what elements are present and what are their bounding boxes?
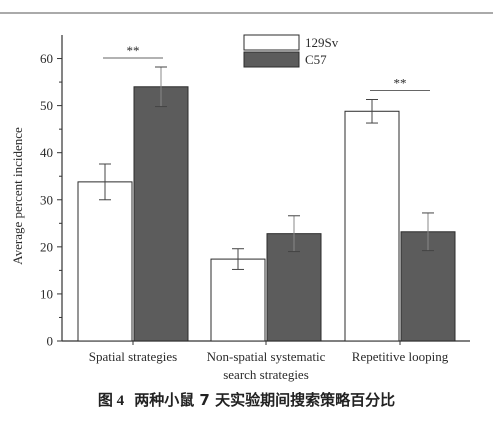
- x-tick-label: search strategies: [223, 367, 309, 382]
- significance-marker: **: [127, 43, 140, 58]
- x-tick-label: Repetitive looping: [352, 349, 449, 364]
- figure-number: 图 4: [97, 393, 125, 409]
- bar-129sv-1: [210, 258, 266, 342]
- y-tick-label: 60: [40, 51, 53, 66]
- bar-129sv-2: [344, 110, 400, 342]
- y-tick-label: 50: [40, 98, 53, 113]
- y-tick-label: 0: [47, 334, 54, 349]
- x-tick-label: Spatial strategies: [89, 349, 177, 364]
- y-tick-label: 20: [40, 239, 53, 254]
- y-tick-label: 10: [40, 286, 53, 301]
- bar-129sv-0: [77, 181, 133, 342]
- significance-marker: **: [394, 75, 407, 90]
- x-tick-label: Non-spatial systematic: [207, 349, 326, 364]
- bar-c57-2: [400, 231, 456, 342]
- legend-label-c57: C57: [305, 52, 327, 67]
- legend-label-129sv: 129Sv: [305, 35, 339, 50]
- legend-swatch-c57: [243, 51, 300, 68]
- plot-area: 0 10 20 30 40 50 60 Average percent incidence Sp…: [10, 34, 470, 382]
- y-tick-label: 40: [40, 145, 53, 160]
- bar-c57-0: [133, 86, 189, 342]
- figure-caption: 图 4 两种小鼠 7 天实验期间搜索策略百分比: [0, 389, 493, 410]
- caption-text: 两种小鼠 7 天实验期间搜索策略百分比: [134, 391, 396, 409]
- legend-swatch-129sv: [243, 34, 300, 51]
- y-axis-label: Average percent incidence: [10, 127, 25, 265]
- y-tick-label: 30: [40, 192, 53, 207]
